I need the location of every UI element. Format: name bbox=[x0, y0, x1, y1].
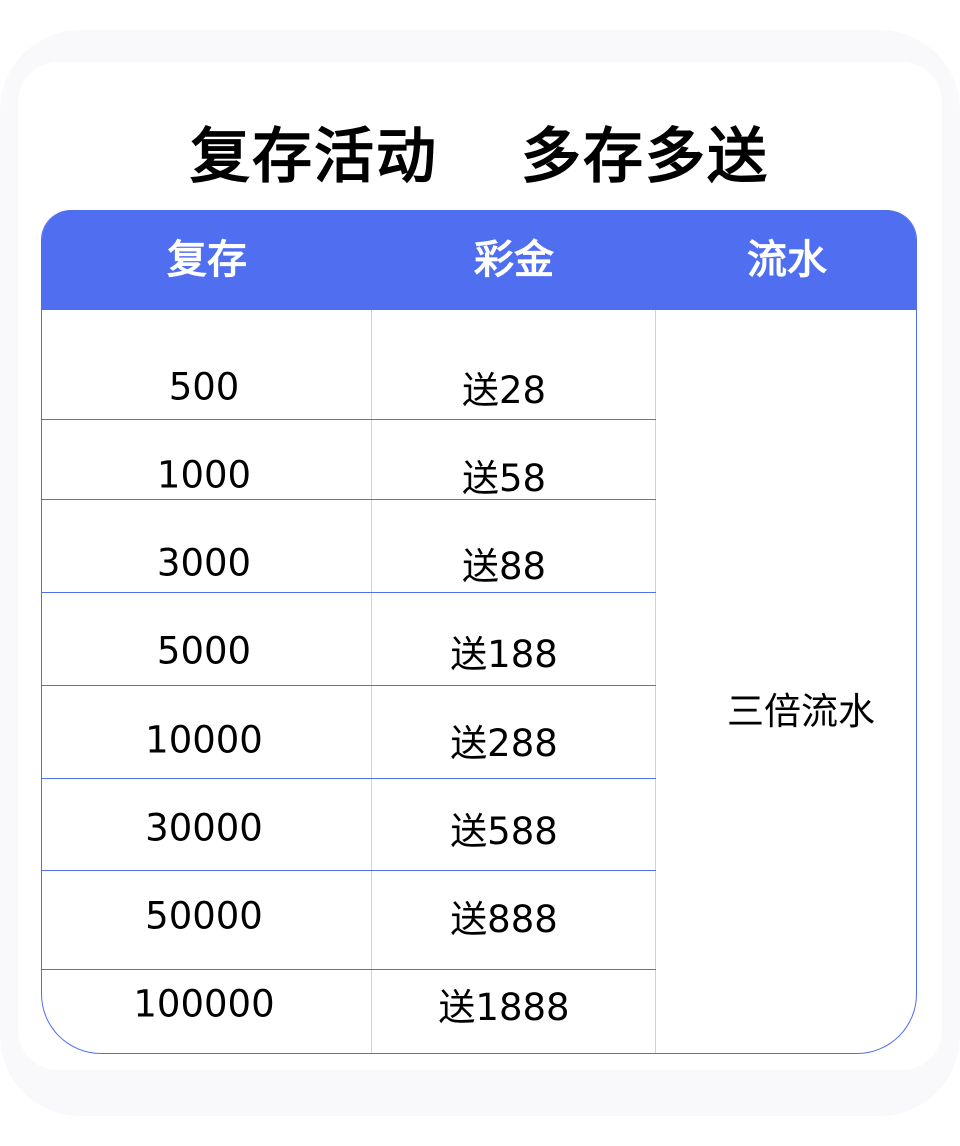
header-deposit: 复存 bbox=[167, 237, 247, 283]
turnover-cell: 三倍流水 bbox=[727, 690, 875, 733]
column-divider bbox=[655, 310, 656, 1053]
header-bonus: 彩金 bbox=[474, 237, 554, 283]
row-divider bbox=[42, 592, 656, 593]
deposit-cell: 5000 bbox=[156, 629, 252, 673]
row-divider bbox=[42, 969, 656, 970]
header-turnover: 流水 bbox=[747, 237, 827, 283]
bonus-cell: 送588 bbox=[450, 810, 558, 853]
bonus-cell: 送58 bbox=[461, 457, 547, 500]
deposit-cell: 50000 bbox=[145, 894, 263, 938]
deposit-cell: 30000 bbox=[145, 806, 263, 850]
bonus-cell: 送188 bbox=[450, 633, 558, 676]
bonus-cell: 送88 bbox=[461, 545, 547, 588]
deposit-cell: 100000 bbox=[133, 982, 275, 1026]
column-divider bbox=[371, 310, 372, 1053]
bonus-cell: 送288 bbox=[450, 722, 558, 765]
bonus-cell: 送1888 bbox=[438, 986, 570, 1029]
row-divider bbox=[42, 419, 656, 420]
bonus-table: 复存 彩金 流水 500 送28 1000 送58 3000 送88 5000 送188 100… bbox=[41, 210, 917, 1054]
title-right: 多存多送 bbox=[521, 122, 769, 192]
bonus-cell: 送888 bbox=[450, 898, 558, 941]
deposit-cell: 3000 bbox=[156, 541, 252, 585]
title-left: 复存活动 bbox=[190, 122, 438, 192]
row-divider bbox=[42, 778, 656, 779]
bonus-cell: 送28 bbox=[461, 369, 547, 412]
deposit-cell: 10000 bbox=[145, 718, 263, 762]
row-divider bbox=[42, 870, 656, 871]
table-header: 复存 彩金 流水 bbox=[42, 210, 916, 310]
row-divider bbox=[42, 685, 656, 686]
row-divider bbox=[42, 499, 656, 500]
deposit-cell: 500 bbox=[168, 365, 240, 409]
deposit-cell: 1000 bbox=[156, 453, 252, 497]
